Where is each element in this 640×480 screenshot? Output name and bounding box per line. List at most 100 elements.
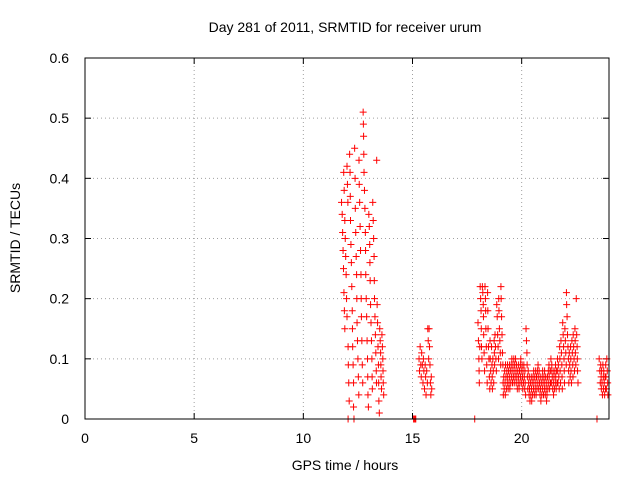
- data-point: [362, 271, 370, 279]
- data-point: [426, 379, 434, 387]
- data-point: [360, 150, 368, 158]
- x-tick-label: 0: [81, 430, 89, 446]
- data-point: [376, 337, 384, 345]
- data-point: [364, 403, 372, 411]
- data-point: [495, 325, 503, 333]
- data-point: [478, 355, 486, 363]
- data-point: [361, 204, 369, 212]
- data-point: [355, 391, 363, 399]
- data-point: [354, 355, 362, 363]
- data-point: [365, 210, 373, 218]
- data-point: [366, 259, 374, 267]
- data-point: [573, 331, 581, 339]
- data-point: [359, 108, 367, 116]
- data-point: [379, 355, 387, 363]
- data-point: [481, 283, 489, 291]
- data-point: [348, 325, 356, 333]
- data-point: [574, 367, 582, 375]
- data-point: [428, 385, 436, 393]
- data-point: [572, 295, 580, 303]
- data-point: [344, 198, 352, 206]
- data-point: [573, 343, 581, 351]
- data-point: [360, 132, 368, 140]
- data-point: [595, 355, 603, 363]
- data-point: [351, 204, 359, 212]
- data-point: [360, 186, 368, 194]
- data-point: [498, 313, 506, 321]
- y-tick-label: 0.5: [50, 110, 70, 126]
- data-point: [561, 337, 569, 345]
- data-point: [350, 403, 358, 411]
- data-point: [350, 379, 358, 387]
- data-point: [563, 301, 571, 309]
- data-point: [379, 367, 387, 375]
- data-point: [506, 385, 514, 393]
- chart-title: Day 281 of 2011, SRMTID for receiver uru…: [209, 19, 482, 35]
- data-point: [427, 391, 435, 399]
- data-point: [558, 373, 566, 381]
- data-point: [373, 156, 381, 164]
- data-point: [426, 361, 434, 369]
- y-tick-label: 0.1: [50, 351, 70, 367]
- data-point: [492, 367, 500, 375]
- data-point: [559, 319, 567, 327]
- data-point: [339, 228, 347, 236]
- data-point: [354, 373, 362, 381]
- data-point: [346, 168, 354, 176]
- data-point: [378, 331, 386, 339]
- data-point: [359, 120, 367, 128]
- data-point: [497, 295, 505, 303]
- data-point: [362, 295, 370, 303]
- data-point: [351, 144, 359, 152]
- data-point: [341, 325, 349, 333]
- data-point: [340, 307, 348, 315]
- data-point: [371, 313, 379, 321]
- data-point: [343, 162, 351, 170]
- data-point: [340, 265, 348, 273]
- data-point: [558, 385, 566, 393]
- x-tick-label: 20: [514, 430, 530, 446]
- data-point: [343, 295, 351, 303]
- y-tick-label: 0.2: [50, 291, 70, 307]
- data-point: [360, 168, 368, 176]
- data-point: [522, 325, 530, 333]
- data-point: [343, 180, 351, 188]
- data-point: [475, 379, 483, 387]
- data-point: [368, 355, 376, 363]
- data-point: [370, 253, 378, 261]
- data-point: [355, 180, 363, 188]
- data-point: [346, 192, 354, 200]
- data-point: [498, 349, 506, 357]
- data-point: [363, 313, 371, 321]
- data-point: [425, 325, 433, 333]
- data-point: [369, 216, 377, 224]
- data-point: [341, 235, 349, 242]
- data-point: [604, 391, 612, 399]
- data-point: [378, 343, 386, 351]
- data-point: [345, 397, 353, 405]
- data-point: [488, 385, 496, 393]
- data-point: [517, 355, 525, 363]
- data-point: [342, 271, 350, 279]
- data-point: [370, 277, 378, 285]
- y-tick-label: 0.6: [50, 50, 70, 66]
- data-point: [573, 355, 581, 363]
- data-point: [372, 367, 380, 375]
- data-point: [604, 379, 612, 387]
- data-point: [602, 361, 610, 369]
- data-point: [418, 349, 426, 357]
- data-point: [495, 307, 503, 315]
- data-point: [543, 397, 551, 405]
- data-point: [342, 253, 350, 261]
- data-point: [574, 379, 582, 387]
- data-point: [371, 295, 379, 303]
- x-tick-label: 10: [296, 430, 312, 446]
- data-point: [543, 391, 551, 399]
- y-axis-label: SRMTID / TECUs: [7, 183, 23, 293]
- data-point: [338, 210, 346, 218]
- data-point: [349, 361, 357, 369]
- data-point: [494, 343, 502, 351]
- data-point: [534, 361, 542, 369]
- data-point: [361, 228, 369, 236]
